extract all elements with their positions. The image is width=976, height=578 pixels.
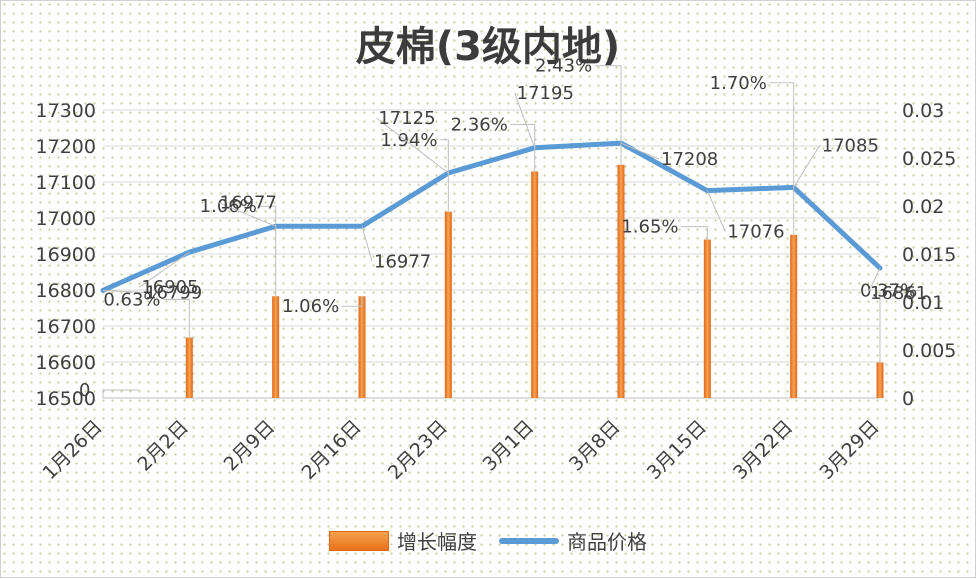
bar [358,296,366,398]
line-label-leader [706,190,726,232]
bar-label-leader [595,65,622,165]
bar-label-leader [879,289,920,363]
legend-item-price: 商品价格 [499,526,647,555]
y-left-tick-label: 17000 [36,208,96,230]
bar-data-label: 2.36% [451,114,508,135]
y-left-tick-label: 16900 [36,244,96,266]
legend-item-growth: 增长幅度 [329,526,477,555]
line-data-label: 17208 [661,149,718,170]
bar-data-label: 1.70% [710,73,767,94]
line-data-label: 17125 [378,108,435,129]
y-right-tick-label: 0.03 [902,100,944,122]
line-label-leader [376,117,449,174]
x-tick-label: 2月16日 [297,416,365,484]
y-left-tick-label: 16800 [36,280,96,302]
bar-data-label: 0.63% [103,290,160,311]
x-tick-label: 2月2日 [133,416,193,476]
line-label-leader [217,201,276,227]
legend-swatch-line [499,537,559,544]
bar-label-leader [681,226,708,240]
y-right-tick-label: 0 [902,388,914,410]
line-data-label: 17195 [517,83,574,104]
bar-data-label: 1.94% [380,130,437,151]
y-left-tick-label: 17100 [36,172,96,194]
line-label-leader [514,92,536,148]
bar-label-leader [259,205,277,297]
y-right-tick-label: 0.02 [902,196,944,218]
bar [531,171,539,398]
y-left-tick-label: 17200 [36,136,96,158]
line-data-label: 16905 [141,277,198,298]
y-left-tick-label: 16500 [36,388,96,410]
y-right-tick-label: 0.005 [902,340,956,362]
line-label-leader [867,267,881,294]
line-data-label: 16799 [145,282,202,303]
line-data-label: 16977 [220,192,277,213]
line-label-leader [620,142,660,160]
bar-label-leader [342,296,363,307]
bar-data-label: 1.65% [621,217,678,238]
x-tick-label: 3月29日 [815,416,883,484]
bar [185,337,193,398]
y-right-tick-label: 0.025 [902,148,956,170]
line-data-label: 17076 [727,222,784,243]
x-tick-label: 3月22日 [729,416,797,484]
x-tick-label: 1月26日 [38,416,106,484]
bar-label-leader [440,139,449,212]
line-label-leader [793,145,821,188]
bar [272,296,280,398]
line-data-label: 17085 [822,135,879,156]
y-right-tick-label: 0.015 [902,244,956,266]
bar [876,362,884,398]
legend-label-price: 商品价格 [567,530,647,554]
x-tick-label: 2月9日 [220,416,280,476]
bar [790,234,798,398]
line-label-leader [361,226,373,262]
bar [617,164,625,398]
bar-data-label: 0.37% [860,280,917,301]
bar-label-leader [510,123,536,172]
chart-title: 皮棉(3级内地) [355,24,621,70]
bar-label-leader [163,299,190,338]
legend-swatch-bar [329,530,389,551]
line-label-leader [139,251,190,288]
bar [444,211,452,398]
x-tick-label: 3月8日 [565,416,625,476]
bar-data-label: 0 [79,380,90,401]
y-left-tick-label: 17300 [36,100,96,122]
x-tick-label: 3月1日 [479,416,539,476]
y-left-tick-label: 16600 [36,352,96,374]
y-right-tick-label: 0.01 [902,292,944,314]
chart-legend: 增长幅度 商品价格 [0,526,976,555]
line-label-leader [102,289,144,293]
line-data-label: 16977 [374,251,431,272]
bar-label-leader [769,82,795,235]
x-tick-label: 2月23日 [384,416,452,484]
legend-label-growth: 增长幅度 [397,530,477,554]
price-line [100,140,883,293]
x-tick-label: 3月15日 [643,416,711,484]
bar-data-label: 2.43% [535,56,592,77]
bar-data-label: 1.06% [282,296,339,317]
bar [703,239,711,398]
y-left-tick-label: 16700 [36,316,96,338]
line-data-label: 16861 [870,283,927,304]
bar-label-leader [102,389,139,398]
